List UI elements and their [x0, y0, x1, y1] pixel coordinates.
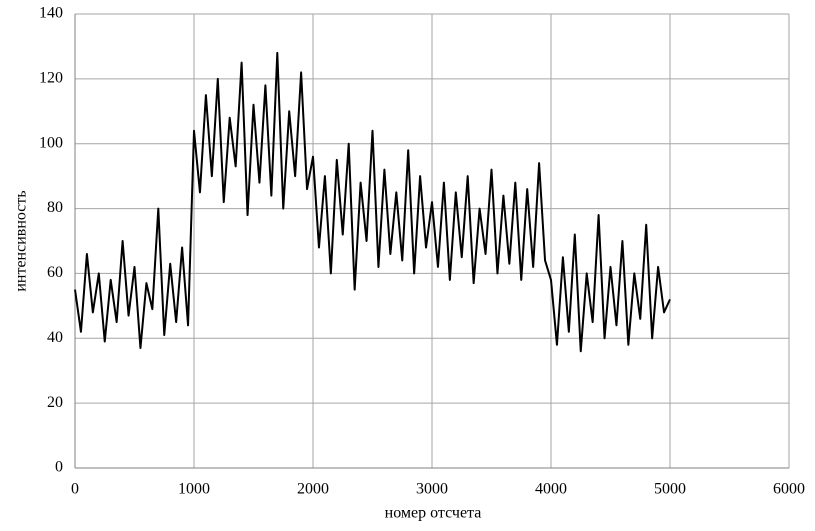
y-tick-label: 140 [39, 5, 63, 22]
y-tick-label: 20 [47, 394, 63, 411]
x-tick-label: 6000 [773, 481, 805, 498]
x-axis-label: номер отсчета [385, 505, 482, 522]
y-tick-label: 0 [55, 459, 63, 476]
x-tick-label: 4000 [535, 481, 567, 498]
y-tick-label: 100 [39, 134, 63, 151]
y-tick-label: 80 [47, 199, 63, 216]
x-tick-label: 3000 [416, 481, 448, 498]
x-tick-label: 5000 [654, 481, 686, 498]
y-tick-label: 40 [47, 329, 63, 346]
x-tick-label: 0 [71, 481, 79, 498]
y-tick-label: 120 [39, 70, 63, 87]
y-tick-label: 60 [47, 264, 63, 281]
y-axis-label: интенсивность [13, 190, 30, 291]
data-line [74, 51, 671, 353]
x-tick-label: 2000 [297, 481, 329, 498]
x-tick-label: 1000 [178, 481, 210, 498]
